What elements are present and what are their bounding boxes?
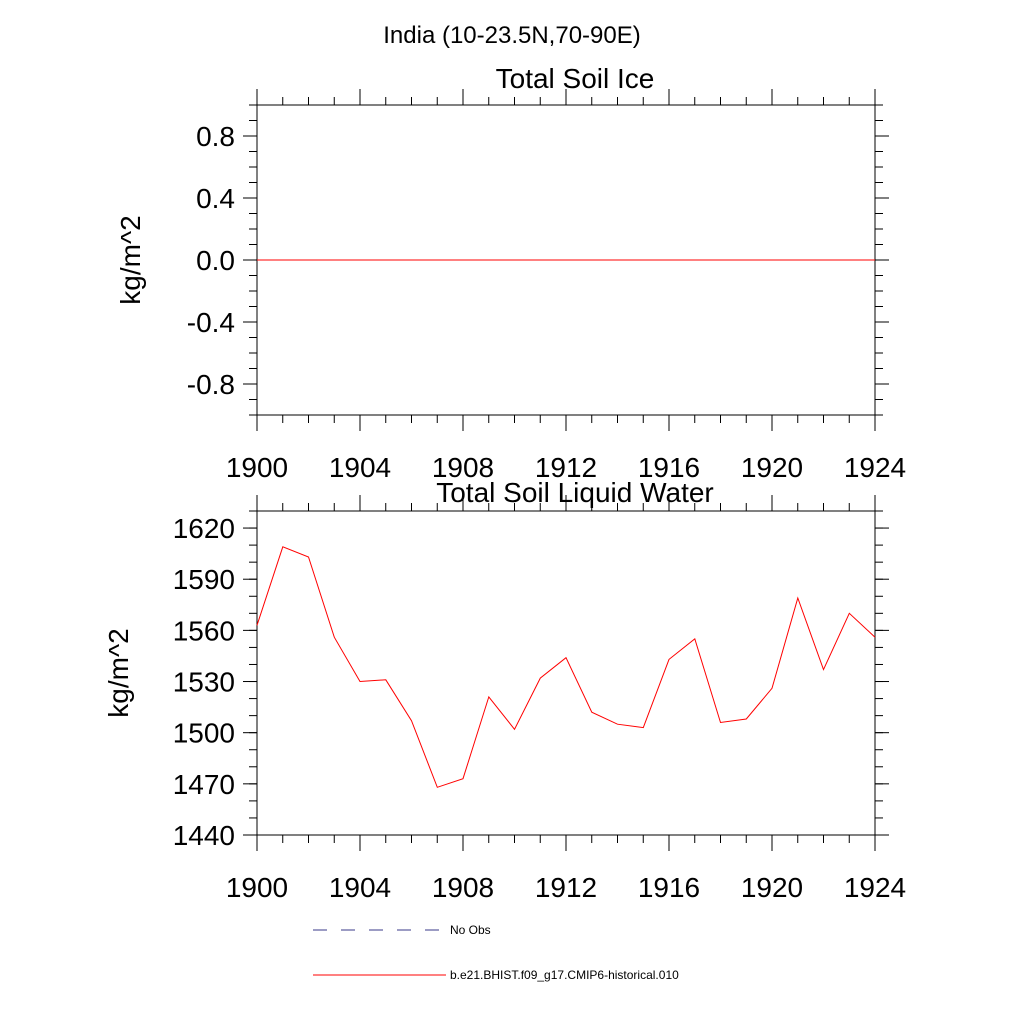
total-soil-ice-data-point-1906 [411, 259, 412, 260]
total-soil-liquid-water-x-tick-label-1908: 1908 [432, 872, 494, 903]
total-soil-ice-data-point-1901 [282, 259, 283, 260]
total-soil-liquid-water-data-point-1906 [411, 720, 412, 721]
total-soil-ice-data-point-1903 [334, 259, 335, 260]
total-soil-liquid-water-data-point-1905 [385, 679, 386, 680]
total-soil-liquid-water-data-point-1902 [308, 556, 309, 557]
total-soil-liquid-water-x-tick-label-1904: 1904 [329, 872, 391, 903]
total-soil-liquid-water-data-point-1909 [488, 696, 489, 697]
total-soil-liquid-water-data-point-1921 [797, 597, 798, 598]
total-soil-ice-x-tick-label-1904: 1904 [329, 452, 391, 483]
total-soil-liquid-water-series-line [256, 546, 876, 788]
total-soil-liquid-water-data-point-1919 [746, 718, 747, 719]
total-soil-ice-data-point-1919 [746, 259, 747, 260]
total-soil-liquid-water-data-point-1922 [823, 669, 824, 670]
total-soil-liquid-water-x-tick-label-1920: 1920 [741, 872, 803, 903]
total-soil-ice-y-tick-label-0-8: 0.8 [196, 121, 235, 152]
total-soil-liquid-water-data-point-1924 [874, 637, 875, 638]
total-soil-ice-y-tick-label-0-8: -0.8 [187, 369, 235, 400]
total-soil-ice-data-point-1910 [514, 259, 515, 260]
total-soil-ice-data-point-1922 [823, 259, 824, 260]
total-soil-liquid-water-y-tick-label-1620: 1620 [173, 513, 235, 544]
total-soil-liquid-water-data-point-1901 [282, 546, 283, 547]
total-soil-liquid-water-data-point-1916 [668, 659, 669, 660]
total-soil-ice-data-point-1912 [565, 259, 566, 260]
total-soil-ice-data-point-1921 [797, 259, 798, 260]
total-soil-liquid-water-data-point-1920 [771, 688, 772, 689]
panel-total-soil-ice: Total Soil Ice -0.8 -0.4 0.0 0.4 0.8 1900 1904 1… [115, 63, 906, 483]
total-soil-liquid-water-data-point-1918 [720, 722, 721, 723]
total-soil-liquid-water-data-point-1904 [359, 681, 360, 682]
total-soil-ice-data-point-1923 [849, 259, 850, 260]
total-soil-ice-data-point-1902 [308, 259, 309, 260]
total-soil-liquid-water-y-axis-label: kg/m^2 [103, 628, 134, 717]
total-soil-liquid-water-data-point-1915 [643, 727, 644, 728]
total-soil-liquid-water-x-tick-label-1916: 1916 [638, 872, 700, 903]
legend-label-no-obs: No Obs [450, 923, 491, 937]
total-soil-liquid-water-data-point-1923 [849, 613, 850, 614]
total-soil-ice-y-axis-label: kg/m^2 [115, 215, 146, 304]
total-soil-liquid-water-y-tick-label-1440: 1440 [173, 820, 235, 851]
total-soil-liquid-water-x-tick-label-1924: 1924 [844, 872, 906, 903]
total-soil-ice-data-point-1909 [488, 259, 489, 260]
total-soil-ice-data-point-1911 [540, 259, 541, 260]
total-soil-liquid-water-y-tick-label-1500: 1500 [173, 718, 235, 749]
legend-label-model: b.e21.BHIST.f09_g17.CMIP6-historical.010 [450, 968, 679, 982]
total-soil-ice-x-tick-label-1916: 1916 [638, 452, 700, 483]
total-soil-ice-data-point-1908 [462, 259, 463, 260]
total-soil-ice-y-tick-label-0-4: 0.4 [196, 183, 235, 214]
total-soil-ice-data-point-1924 [874, 259, 875, 260]
total-soil-ice-title: Total Soil Ice [496, 63, 655, 94]
total-soil-liquid-water-data-point-1900 [256, 625, 257, 626]
total-soil-ice-data-point-1915 [643, 259, 644, 260]
total-soil-liquid-water-y-tick-label-1590: 1590 [173, 564, 235, 595]
total-soil-ice-data-point-1905 [385, 259, 386, 260]
total-soil-ice-data-point-1907 [437, 259, 438, 260]
total-soil-ice-y-tick-label-0-4: -0.4 [187, 307, 235, 338]
figure-suptitle: India (10-23.5N,70-90E) [383, 22, 640, 49]
total-soil-liquid-water-x-tick-label-1912: 1912 [535, 872, 597, 903]
total-soil-liquid-water-x-tick-label-1900: 1900 [226, 872, 288, 903]
total-soil-liquid-water-y-tick-label-1560: 1560 [173, 615, 235, 646]
total-soil-liquid-water-data-point-1911 [540, 678, 541, 679]
panel-total-soil-liquid-water: Total Soil Liquid Water 1440 1470 1500 1530 1… [103, 477, 906, 903]
total-soil-ice-data-point-1916 [668, 259, 669, 260]
total-soil-liquid-water-data-point-1917 [694, 638, 695, 639]
total-soil-liquid-water-y-tick-label-1530: 1530 [173, 667, 235, 698]
total-soil-ice-data-point-1917 [694, 259, 695, 260]
total-soil-ice-data-point-1918 [720, 259, 721, 260]
total-soil-ice-data-point-1914 [617, 259, 618, 260]
total-soil-liquid-water-y-tick-label-1470: 1470 [173, 769, 235, 800]
total-soil-liquid-water-data-point-1907 [437, 787, 438, 788]
total-soil-ice-y-tick-label-0-0: 0.0 [196, 245, 235, 276]
total-soil-liquid-water-title: Total Soil Liquid Water [436, 477, 714, 508]
total-soil-ice-x-tick-label-1924: 1924 [844, 452, 906, 483]
total-soil-ice-data-point-1904 [359, 259, 360, 260]
total-soil-ice-data-point-1913 [591, 259, 592, 260]
total-soil-ice-x-tick-label-1900: 1900 [226, 452, 288, 483]
total-soil-liquid-water-data-point-1912 [565, 657, 566, 658]
total-soil-ice-x-tick-label-1912: 1912 [535, 452, 597, 483]
legend: No Obs b.e21.BHIST.f09_g17.CMIP6-histori… [313, 923, 679, 982]
total-soil-ice-data-point-1900 [256, 259, 257, 260]
total-soil-ice-x-tick-label-1908: 1908 [432, 452, 494, 483]
total-soil-liquid-water-data-point-1903 [334, 637, 335, 638]
total-soil-liquid-water-data-point-1913 [591, 712, 592, 713]
total-soil-ice-x-tick-label-1920: 1920 [741, 452, 803, 483]
total-soil-liquid-water-data-point-1910 [514, 729, 515, 730]
total-soil-ice-data-point-1920 [771, 259, 772, 260]
total-soil-liquid-water-data-point-1908 [462, 778, 463, 779]
total-soil-liquid-water-plot-frame [256, 510, 876, 836]
total-soil-liquid-water-data-point-1914 [617, 724, 618, 725]
